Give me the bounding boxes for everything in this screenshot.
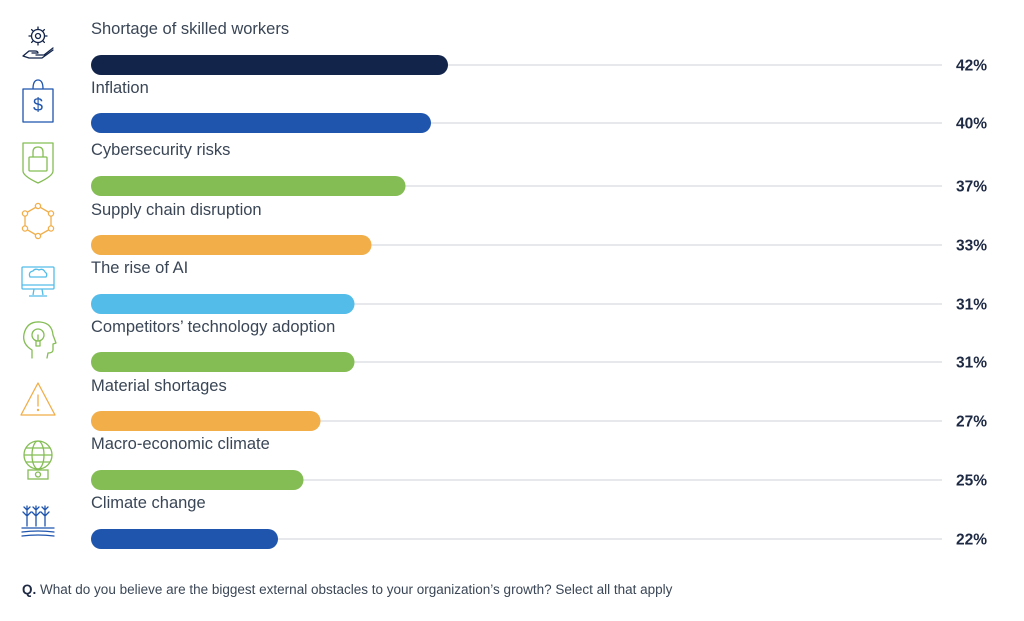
value-label: 22% (956, 532, 987, 549)
bar-row: The rise of AI 31% (21, 259, 987, 314)
bar (91, 235, 372, 255)
globe-money-icon (23, 440, 53, 480)
value-label: 37% (956, 179, 987, 196)
bar-row: Inflation 40% $ (22, 79, 987, 133)
category-label: Macro-economic climate (91, 435, 270, 453)
value-label: 31% (956, 355, 987, 372)
category-label: Supply chain disruption (91, 201, 262, 219)
question-text: What do you believe are the biggest exte… (40, 582, 673, 597)
bar (91, 176, 406, 196)
value-label: 31% (956, 297, 987, 314)
bar-row: Macro-economic climate 25% (23, 435, 987, 490)
shopping-bag-dollar-icon: $ (22, 79, 54, 123)
bar (91, 352, 355, 372)
bar (91, 113, 431, 133)
bar-row: Climate change 22% (21, 494, 987, 549)
bar (91, 411, 321, 431)
category-label: The rise of AI (91, 259, 188, 277)
svg-text:$: $ (33, 95, 43, 115)
category-label: Shortage of skilled workers (91, 20, 289, 38)
category-label: Inflation (91, 79, 149, 97)
plants-field-icon (21, 505, 55, 537)
bar (91, 529, 278, 549)
category-label: Material shortages (91, 377, 227, 395)
monitor-brain-icon (21, 266, 55, 297)
value-label: 25% (956, 473, 987, 490)
bar (91, 294, 355, 314)
bar-row: Cybersecurity risks 37% (22, 141, 987, 196)
bar-row: Material shortages 27% (20, 377, 987, 431)
shield-lock-icon (22, 142, 54, 184)
warning-triangle-icon (20, 382, 56, 416)
bar-row: Shortage of skilled workers 42% (22, 20, 987, 75)
question-prefix: Q. (22, 582, 37, 597)
survey-question: Q. What do you believe are the biggest e… (22, 582, 672, 597)
value-label: 42% (956, 58, 987, 75)
head-lightbulb-icon (23, 321, 57, 359)
bar (91, 55, 448, 75)
value-label: 33% (956, 238, 987, 255)
bar-row: Supply chain disruption 33% (21, 201, 987, 255)
category-label: Cybersecurity risks (91, 141, 230, 159)
gear-hand-icon (22, 26, 54, 59)
value-label: 40% (956, 116, 987, 133)
category-label: Competitors’ technology adoption (91, 318, 335, 336)
category-label: Climate change (91, 494, 206, 512)
value-label: 27% (956, 414, 987, 431)
network-hexagon-icon (21, 202, 55, 240)
bar (91, 470, 304, 490)
bar-row: Competitors’ technology adoption 31% (23, 318, 987, 372)
